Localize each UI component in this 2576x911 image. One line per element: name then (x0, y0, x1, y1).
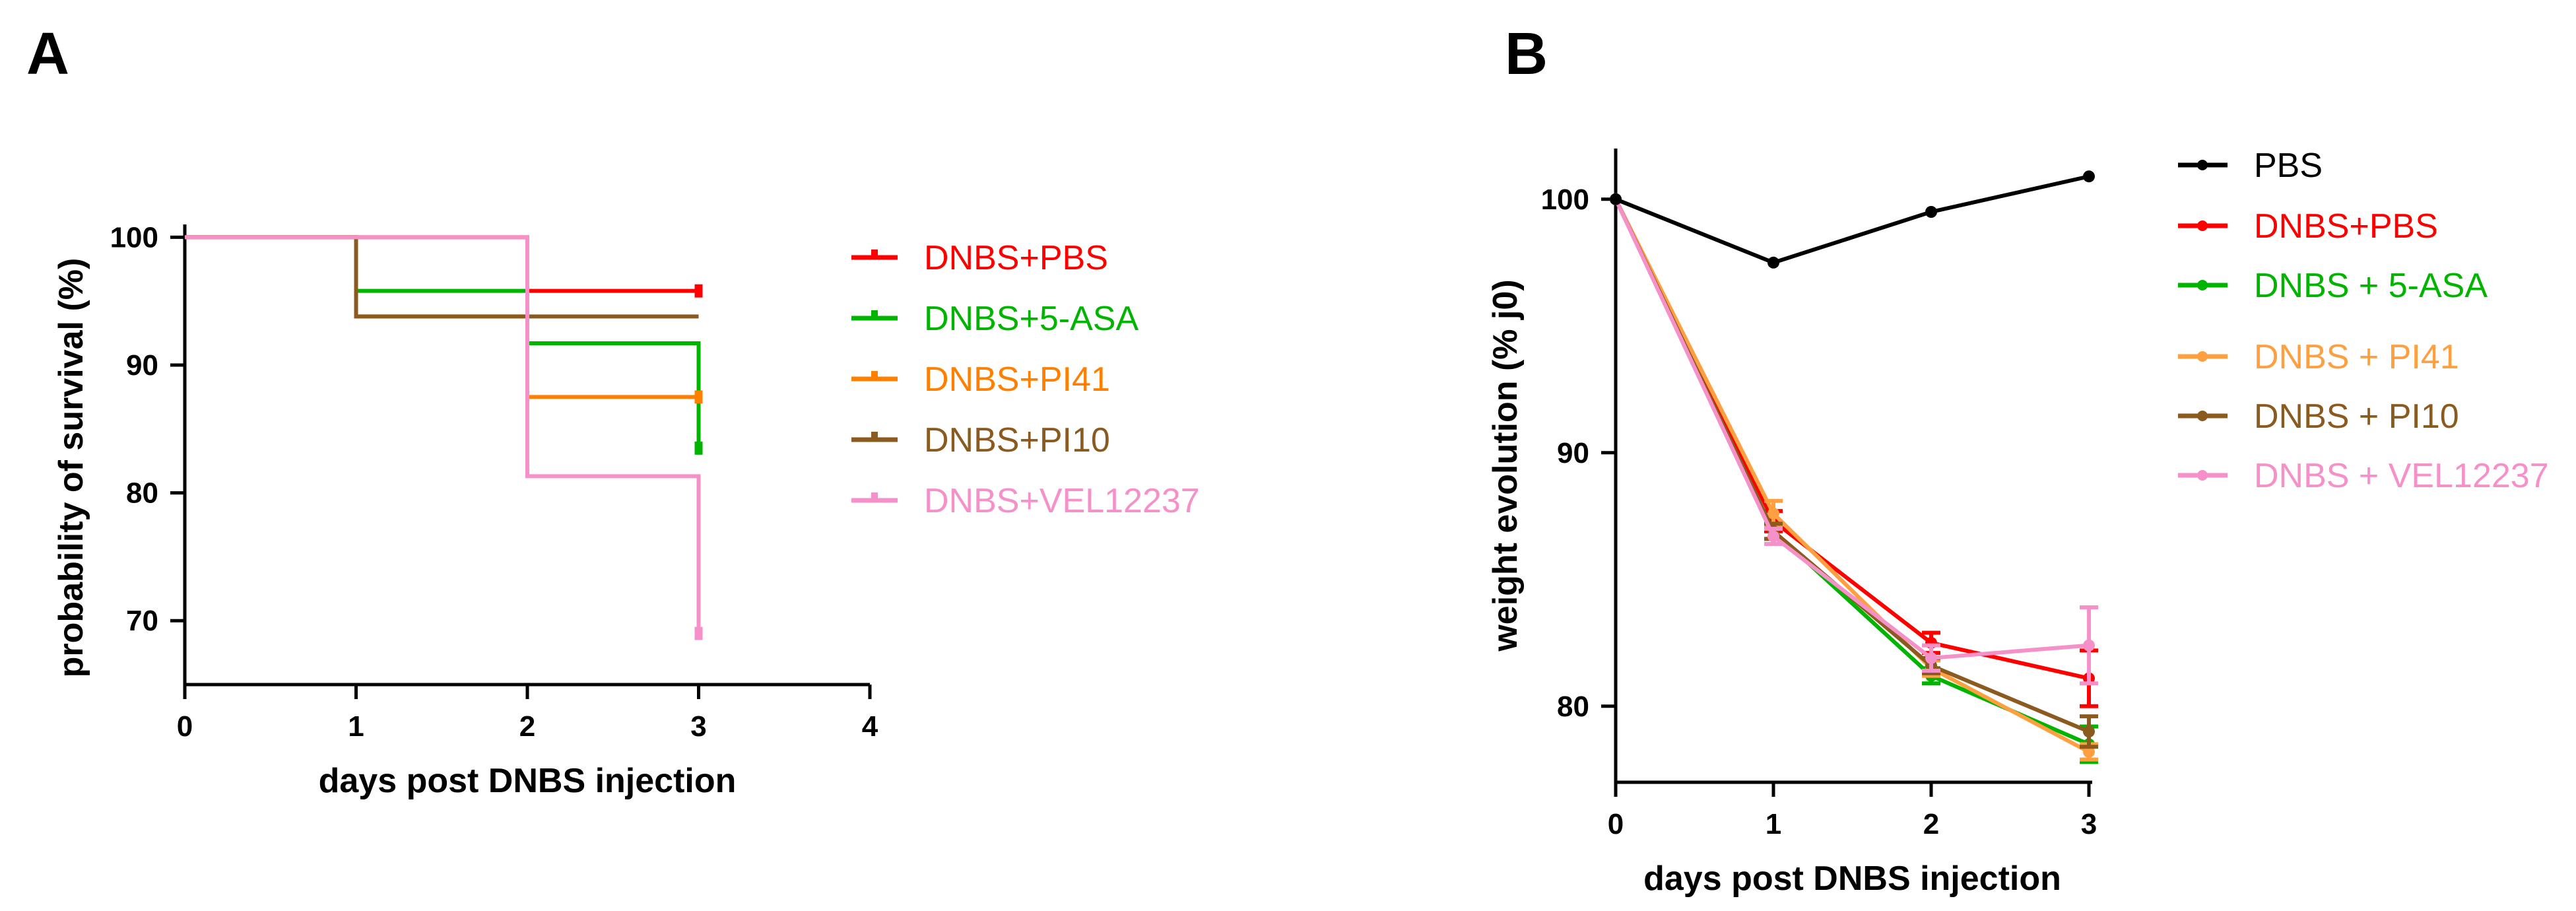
legend-label-dnbs-pi10: DNBS + PI10 (2254, 397, 2459, 436)
data-point-pbs (1925, 206, 1937, 218)
legend-label-dnbs-pi41: DNBS+PI41 (924, 360, 1110, 399)
legend-label-dnbs-5-asa: DNBS+5-ASA (924, 300, 1139, 338)
x-tick-label: 0 (1608, 808, 1624, 840)
legend-label-dnbs-pi10: DNBS+PI10 (924, 421, 1110, 459)
data-point-dnbs-vel12237 (2083, 639, 2095, 652)
series-line-dnbs-pbs (1614, 198, 2090, 681)
legend-marker-dnbs-pbs (2197, 220, 2208, 231)
legend-label-dnbs-vel12237: DNBS+VEL12237 (924, 482, 1200, 520)
series-line-dnbs-pbs (185, 235, 699, 293)
panel-a-label: A (26, 21, 69, 87)
series-line-dnbs-5-asa (185, 235, 701, 448)
y-tick-label: 80 (1557, 691, 1589, 723)
legend-marker-dnbs-pi41 (2197, 351, 2208, 362)
series-line-pbs (1614, 174, 2090, 265)
y-tick-label: 100 (1541, 184, 1589, 216)
legend-label-pbs: PBS (2254, 147, 2323, 185)
legend-label-dnbs-5-asa: DNBS + 5-ASA (2254, 267, 2488, 305)
legend-label-dnbs-pbs: DNBS+PBS (924, 239, 1108, 277)
x-tick-label: 2 (1923, 808, 1939, 840)
x-tick-label: 3 (690, 710, 706, 743)
series-line-dnbs-vel12237 (185, 235, 701, 634)
series-line-dnbs-pi10 (185, 235, 699, 319)
data-point-dnbs-vel12237 (1767, 530, 1779, 543)
weight-chart: 0 1 2 3 80 90 100 days post DNBS injection weigh… (1486, 147, 2549, 898)
x-tick-label: 4 (862, 710, 878, 743)
legend-label-dnbs-vel12237: DNBS + VEL12237 (2254, 457, 2549, 495)
series-line-dnbs-vel12237 (1614, 198, 2090, 660)
y-tick-label: 100 (110, 221, 158, 253)
legend-marker-dnbs-vel12237 (2197, 470, 2208, 481)
x-tick-label: 1 (1766, 808, 1781, 840)
survival-chart: 0 1 2 3 4 70 80 90 100 days post DNBS injection pr… (52, 221, 1200, 800)
y-tick-label: 80 (126, 477, 158, 510)
x-tick-label: 1 (348, 710, 364, 743)
data-point-dnbs-vel12237 (1925, 652, 1937, 664)
panel-b-label: B (1505, 21, 1548, 87)
x-tick-label: 2 (519, 710, 535, 743)
y-tick-label: 70 (126, 605, 158, 637)
data-point-pbs (1610, 193, 1622, 205)
data-point-dnbs-pi41 (2083, 745, 2095, 758)
legend-marker-dnbs-pi10 (2197, 411, 2208, 421)
x-tick-label: 0 (177, 710, 193, 743)
y-axis-title: weight evolution (% j0) (1486, 279, 1525, 652)
data-point-pbs (1767, 256, 1779, 269)
y-axis-title: probability of survival (%) (52, 258, 90, 678)
data-point-dnbs-pi41 (1767, 507, 1779, 520)
data-point-dnbs-pi10 (2083, 725, 2095, 738)
legend-label-dnbs-pi41: DNBS + PI41 (2254, 338, 2459, 376)
legend-marker-dnbs-5-asa (2197, 280, 2208, 290)
x-axis-title: days post DNBS injection (319, 762, 737, 800)
legend-label-dnbs-pbs: DNBS+PBS (2254, 207, 2438, 246)
x-tick-label: 3 (2081, 808, 2097, 840)
y-tick-label: 90 (126, 349, 158, 382)
legend-marker-pbs (2197, 160, 2208, 170)
series-line-dnbs-pi41 (1614, 198, 2090, 754)
x-axis-title: days post DNBS injection (1643, 860, 2061, 898)
data-point-pbs (2083, 170, 2095, 183)
y-tick-label: 90 (1557, 437, 1589, 469)
